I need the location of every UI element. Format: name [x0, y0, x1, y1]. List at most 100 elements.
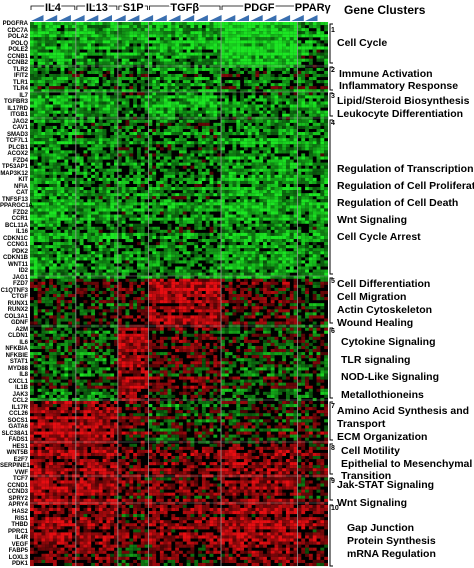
- heatmap-cell: [144, 193, 149, 197]
- heatmap-cell: [236, 73, 241, 78]
- heatmap-cell: [270, 144, 275, 148]
- heatmap-cell: [83, 245, 88, 249]
- heatmap-cell: [98, 162, 103, 166]
- heatmap-cell: [102, 101, 107, 105]
- heatmap-cell: [37, 211, 42, 215]
- heatmap-cell: [209, 174, 214, 178]
- heatmap-cell: [148, 61, 153, 65]
- heatmap-cell: [94, 205, 99, 209]
- heatmap-cell: [94, 141, 99, 145]
- heatmap-cell: [37, 113, 42, 117]
- heatmap-cell: [171, 67, 176, 71]
- heatmap-cell: [293, 205, 298, 209]
- heatmap-cell: [133, 34, 138, 38]
- heatmap-cell: [213, 49, 218, 53]
- heatmap-cell: [83, 180, 88, 185]
- heatmap-cell: [56, 128, 61, 133]
- heatmap-cell: [136, 55, 141, 59]
- heatmap-cell: [79, 22, 84, 26]
- heatmap-cell: [41, 242, 46, 246]
- heatmap-cell: [60, 40, 65, 44]
- heatmap-cell: [320, 150, 325, 154]
- heatmap-cell: [312, 251, 317, 255]
- heatmap-cell: [270, 254, 275, 258]
- heatmap-cell: [289, 214, 294, 218]
- heatmap-cell: [49, 28, 53, 32]
- heatmap-cell: [175, 101, 180, 105]
- heatmap-cell: [83, 165, 88, 169]
- heatmap-cell: [87, 52, 92, 56]
- heatmap-cell: [324, 22, 329, 26]
- heatmap-cell: [56, 110, 61, 114]
- heatmap-cell: [228, 257, 233, 261]
- heatmap-cell: [289, 77, 294, 81]
- heatmap-cell: [209, 217, 214, 221]
- heatmap-cell: [156, 187, 160, 191]
- heatmap-cell: [102, 83, 107, 87]
- heatmap-cell: [213, 107, 218, 111]
- heatmap-cell: [324, 83, 329, 87]
- heatmap-cell: [175, 110, 180, 114]
- heatmap-cell: [324, 119, 329, 123]
- heatmap-cell: [102, 40, 107, 44]
- heatmap-cell: [270, 132, 275, 136]
- heatmap-cell: [251, 70, 256, 75]
- heatmap-cell: [64, 248, 69, 252]
- heatmap-cell: [201, 174, 206, 178]
- heatmap-cell: [259, 43, 264, 47]
- heatmap-cell: [263, 245, 267, 249]
- heatmap-cell: [240, 257, 244, 261]
- heatmap-cell: [45, 190, 50, 194]
- heatmap-cell: [56, 193, 61, 197]
- heatmap-cell: [274, 156, 279, 160]
- heatmap-cell: [316, 171, 321, 175]
- heatmap-cell: [179, 98, 183, 102]
- heatmap-cell: [205, 220, 210, 224]
- heatmap-cell: [301, 242, 306, 246]
- heatmap-cell: [324, 168, 329, 172]
- heatmap-cell: [201, 165, 206, 169]
- heatmap-cell: [324, 251, 329, 255]
- heatmap-cell: [224, 162, 229, 166]
- heatmap-cell: [236, 49, 241, 53]
- heatmap-cell: [270, 25, 275, 29]
- heatmap-cell: [125, 156, 130, 160]
- heatmap-cell: [114, 25, 118, 29]
- heatmap-cell: [182, 55, 187, 59]
- heatmap-cell: [201, 147, 206, 151]
- heatmap-cell: [285, 205, 290, 209]
- heatmap-cell: [221, 89, 225, 93]
- heatmap-cell: [247, 251, 252, 255]
- heatmap-cell: [121, 37, 126, 41]
- heatmap-cell: [102, 52, 107, 56]
- heatmap-cell: [136, 58, 141, 62]
- heatmap-cell: [240, 199, 244, 203]
- heatmap-cell: [140, 180, 145, 185]
- heatmap-cell: [64, 232, 69, 236]
- heatmap-cell: [79, 238, 84, 243]
- heatmap-cell: [236, 232, 241, 236]
- heatmap-cell: [198, 110, 202, 114]
- heatmap-cell: [263, 128, 267, 133]
- heatmap-cell: [72, 141, 76, 145]
- heatmap-cell: [45, 205, 50, 209]
- heatmap-cell: [41, 77, 46, 81]
- heatmap-cell: [293, 150, 298, 154]
- heatmap-cell: [117, 89, 122, 93]
- heatmap-cell: [175, 49, 180, 53]
- heatmap-cell: [117, 220, 122, 224]
- heatmap-cell: [30, 180, 34, 185]
- heatmap-cell: [263, 202, 267, 206]
- heatmap-cell: [263, 168, 267, 172]
- heatmap-cell: [236, 141, 241, 145]
- heatmap-cell: [152, 46, 157, 50]
- heatmap-cell: [297, 159, 302, 163]
- heatmap-cell: [217, 208, 222, 212]
- heatmap-cell: [285, 174, 290, 178]
- heatmap-cell: [148, 31, 153, 35]
- heatmap-cell: [320, 31, 325, 35]
- heatmap-cell: [167, 183, 172, 188]
- heatmap-cell: [228, 183, 233, 188]
- heatmap-cell: [114, 165, 118, 169]
- heatmap-cell: [247, 180, 252, 185]
